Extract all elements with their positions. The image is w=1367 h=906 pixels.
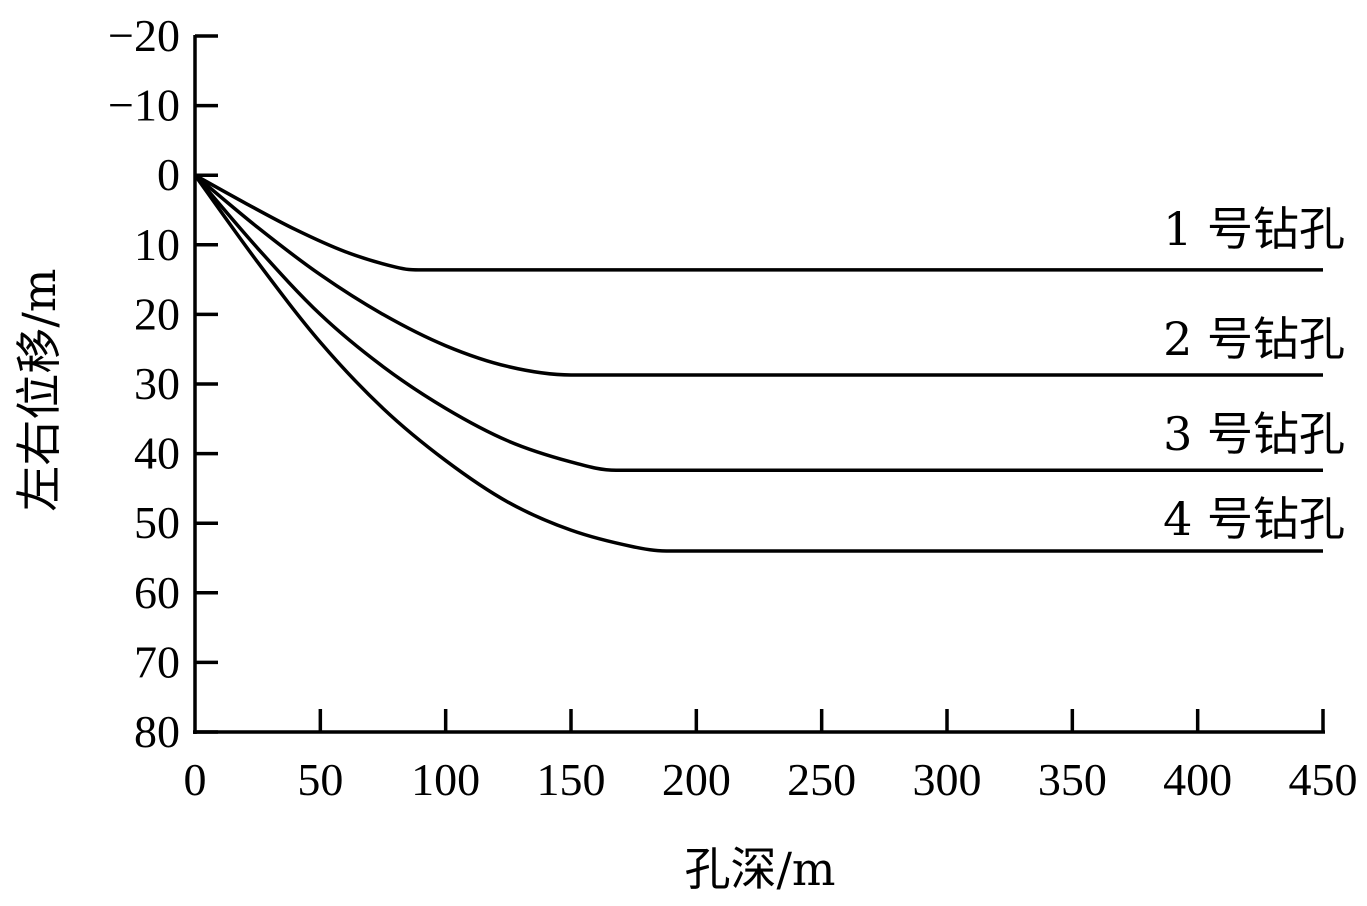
series-line-4	[193, 174, 1323, 553]
series-lines	[193, 173, 1323, 553]
y-tick-label: 40	[134, 428, 180, 479]
y-tick-label: 20	[134, 288, 180, 339]
x-axis-ticks	[318, 709, 1325, 732]
y-axis-tick-labels: −20 −10 0 10 20 30 40 50 60 70 80	[108, 10, 180, 757]
y-tick-label: 60	[134, 567, 180, 618]
y-tick-label: −20	[108, 10, 180, 61]
y-tick-label: 70	[134, 636, 180, 687]
x-axis-tick-labels: 0 50 100 150 200 250 300 350 400 450	[184, 754, 1358, 805]
y-tick-label: 80	[134, 706, 180, 757]
y-tick-label: 0	[157, 149, 180, 200]
series-label-3: 3 号钻孔	[1163, 407, 1345, 461]
y-axis-ticks	[195, 34, 218, 734]
x-tick-label: 450	[1289, 754, 1358, 805]
series-label-1: 1 号钻孔	[1163, 202, 1345, 256]
y-tick-label: −10	[108, 80, 180, 131]
series-line-3	[193, 174, 1323, 473]
series-line-1	[194, 173, 1323, 272]
x-tick-label: 350	[1038, 754, 1107, 805]
x-tick-label: 150	[537, 754, 606, 805]
series-line-2	[193, 173, 1323, 377]
y-tick-label: 10	[134, 219, 180, 270]
x-tick-label: 0	[184, 754, 207, 805]
x-tick-label: 50	[297, 754, 343, 805]
series-label-4: 4 号钻孔	[1163, 492, 1345, 546]
x-tick-label: 250	[787, 754, 856, 805]
series-label-2: 2 号钻孔	[1163, 312, 1345, 366]
y-tick-label: 30	[134, 358, 180, 409]
x-tick-label: 400	[1163, 754, 1232, 805]
x-tick-label: 300	[913, 754, 982, 805]
x-axis-title: 孔深/m	[684, 842, 835, 896]
series-labels: 1 号钻孔 2 号钻孔 3 号钻孔 4 号钻孔	[1163, 202, 1345, 546]
y-tick-label: 50	[134, 497, 180, 548]
x-tick-label: 200	[662, 754, 731, 805]
y-axis-title: 左右位移/m	[12, 268, 66, 511]
x-tick-label: 100	[411, 754, 480, 805]
